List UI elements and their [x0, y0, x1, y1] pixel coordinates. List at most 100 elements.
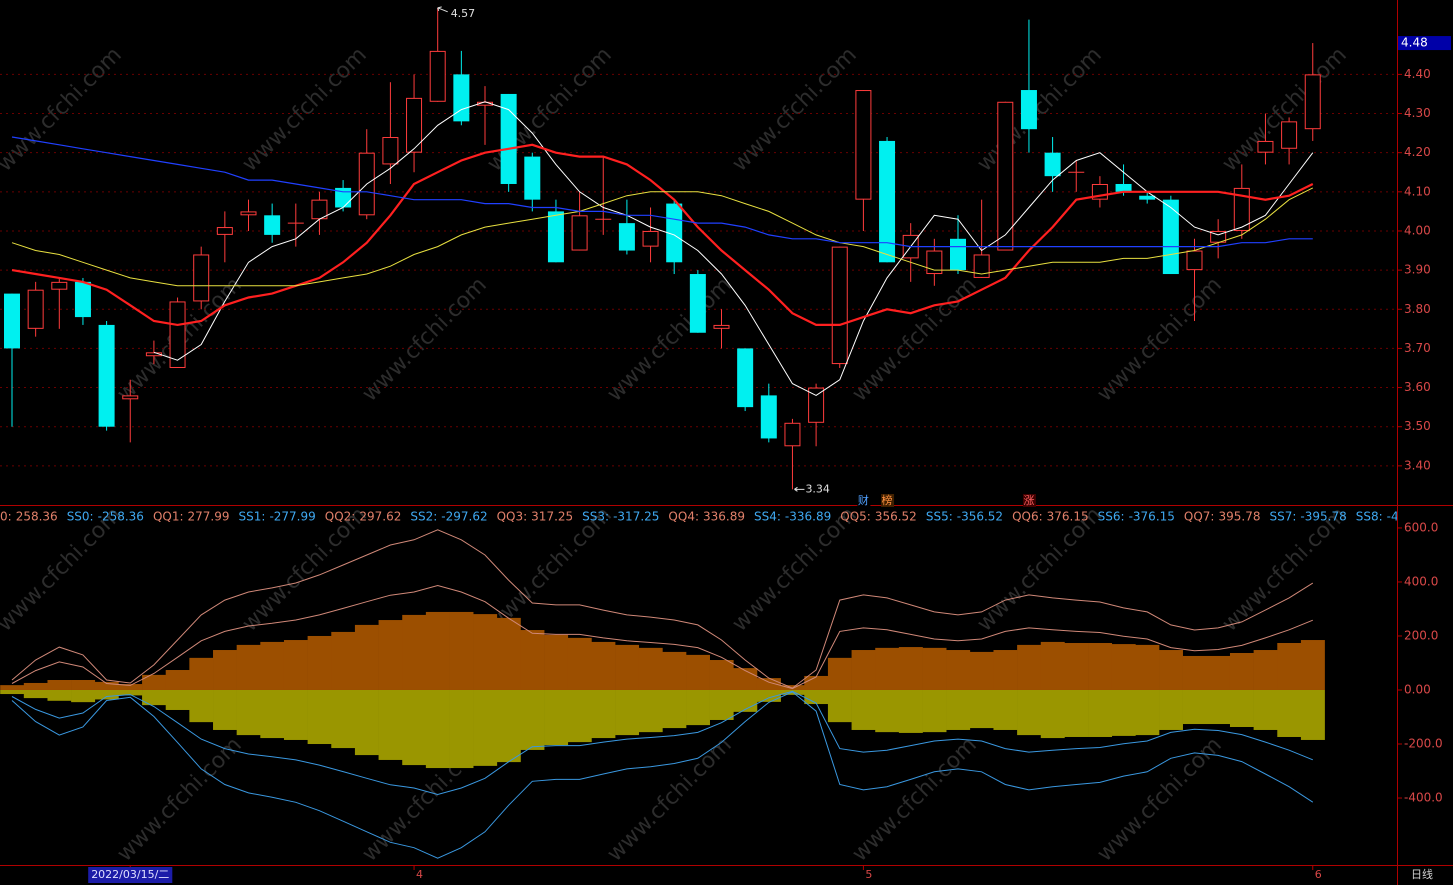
legend-value: -395.78 — [1300, 510, 1346, 524]
y-tick-label: -200.0 — [1404, 737, 1443, 751]
price-tag-box — [1398, 36, 1451, 51]
indicator-bar — [213, 650, 237, 690]
legend-value: -376.15 — [1129, 510, 1175, 524]
indicator-bar — [402, 689, 427, 766]
candle-body — [547, 211, 564, 263]
y-tick-label: 4.30 — [1404, 106, 1431, 120]
candle-body — [642, 230, 659, 247]
indicator-bar — [804, 689, 829, 705]
candle-body — [240, 211, 257, 216]
indicator-bar — [1229, 652, 1254, 690]
legend-label: QQ3: — [497, 510, 528, 524]
indicator-bar — [331, 689, 356, 749]
indicator-bar — [638, 647, 663, 690]
indicator-bar — [425, 689, 450, 769]
legend-label: SS1: — [239, 510, 266, 524]
indicator-bar — [1135, 689, 1160, 736]
indicator-bar — [851, 650, 876, 690]
candle-body — [1186, 250, 1203, 271]
y-tick-label: 4.10 — [1404, 184, 1431, 198]
candle-body — [737, 348, 754, 408]
y-tick-label: 4.00 — [1404, 223, 1431, 237]
legend-value: -317.25 — [613, 510, 659, 524]
candle-body — [879, 140, 896, 263]
legend-value: 376.15 — [1047, 510, 1089, 524]
legend-label: SS4: — [754, 510, 781, 524]
indicator-bar — [1277, 643, 1302, 690]
candle-body — [1139, 195, 1156, 200]
price-panel: 4.57 3.34 — [4, 6, 1321, 495]
candle-body — [51, 281, 68, 290]
candle-body — [311, 199, 328, 220]
indicator-bar — [1300, 689, 1325, 740]
indicator-bar — [567, 637, 592, 690]
candle-body — [926, 250, 943, 275]
indicator-bar — [118, 684, 143, 690]
candle-body — [713, 324, 730, 329]
indicator-bar — [993, 650, 1018, 690]
candle-body — [1304, 74, 1321, 130]
legend-label: 0: — [0, 510, 12, 524]
indicator-bar — [0, 685, 25, 690]
indicator-bar — [142, 674, 167, 690]
indicator-bar — [1064, 689, 1089, 737]
indicator-bar — [686, 654, 710, 690]
legend-label: SS5: — [926, 510, 953, 524]
event-label: 财 — [858, 493, 869, 507]
indicator-line — [11, 691, 1314, 859]
candle-body — [831, 246, 848, 365]
x-tick-label: 2022/03/15/二 — [91, 868, 169, 881]
candle-body — [4, 293, 20, 349]
legend-value: -297.62 — [441, 510, 487, 524]
legend-label: SS6: — [1098, 510, 1125, 524]
indicator-bar — [236, 689, 261, 736]
indicator-bar — [283, 689, 308, 740]
candle-body — [524, 156, 541, 200]
indicator-bar — [662, 689, 687, 729]
indicator-bar — [165, 670, 190, 690]
indicator-bar — [756, 689, 781, 702]
legend-label: QQ4: — [668, 510, 699, 524]
candle-body — [429, 50, 446, 102]
legend-value: 356.52 — [875, 510, 917, 524]
indicator-bar — [213, 689, 237, 730]
indicator-bar — [686, 689, 710, 726]
legend-value: 297.62 — [359, 510, 401, 524]
indicator-bar — [709, 689, 734, 720]
candle-body — [760, 395, 777, 439]
indicator-bar — [591, 689, 616, 739]
y-tick-label: 0.00 — [1404, 682, 1431, 696]
indicator-bar — [94, 689, 119, 700]
legend-value: -258.36 — [98, 510, 144, 524]
indicator-bar — [827, 689, 852, 723]
candle-body — [950, 238, 966, 271]
indicator-bar — [993, 689, 1018, 730]
indicator-bar — [331, 631, 356, 690]
candle-body — [1020, 90, 1037, 130]
indicator-bar — [1206, 655, 1231, 690]
indicator-bar — [875, 689, 900, 733]
indicator-bar — [946, 689, 971, 730]
candle-body — [784, 422, 801, 447]
legend-label: QQ6: — [1012, 510, 1043, 524]
candle-body — [406, 97, 423, 153]
candle-body — [855, 90, 872, 200]
y-tick-label: 3.60 — [1404, 380, 1431, 394]
event-badge — [857, 494, 871, 507]
indicator-bar — [473, 689, 498, 766]
x-tick-label: 5 — [865, 868, 872, 881]
indicator-bar — [118, 689, 143, 696]
indicator-bar — [898, 689, 923, 733]
indicator-bar — [1111, 689, 1136, 736]
y-tick-label: 400.0 — [1404, 574, 1438, 588]
event-badge — [1022, 494, 1036, 507]
event-label: 涨 — [1023, 494, 1034, 507]
legend-value: -415.41 — [1387, 510, 1433, 524]
indicator-bar — [473, 614, 498, 690]
candle-body — [169, 301, 186, 368]
legend-value: -336.89 — [785, 510, 831, 524]
indicator-bar — [544, 689, 569, 746]
y-tick-label: 3.40 — [1404, 458, 1431, 472]
y-tick-label: 4.20 — [1404, 145, 1431, 159]
